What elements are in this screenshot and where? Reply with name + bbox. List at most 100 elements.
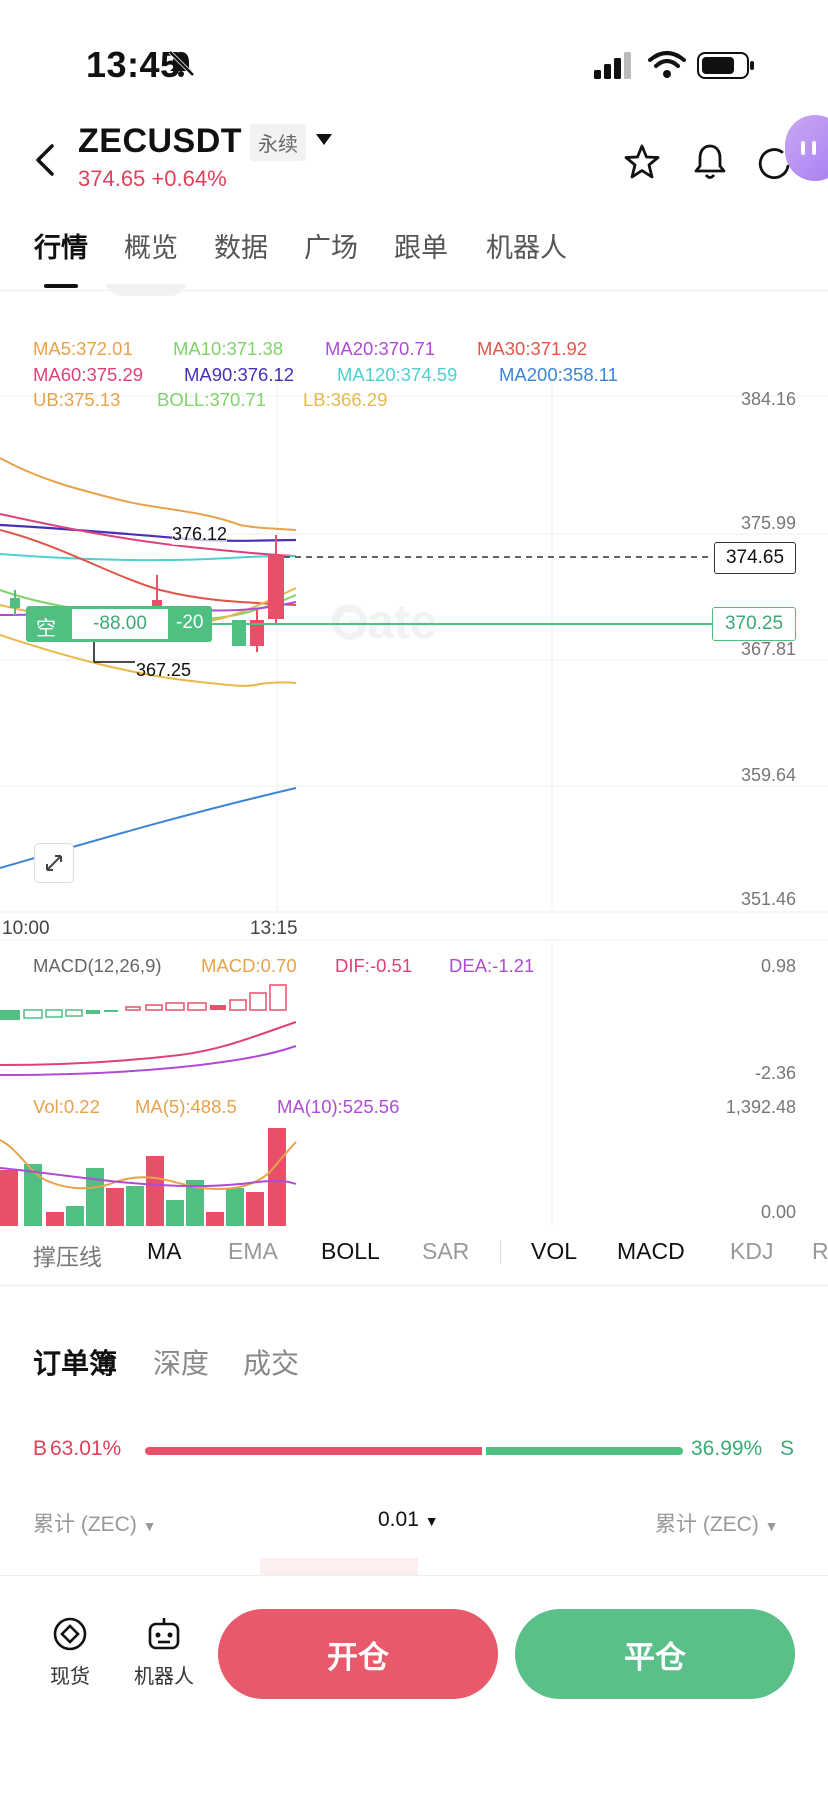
tab-support-resistance[interactable]: 撑压线: [33, 1244, 102, 1270]
main-tabs: 行情 概览 数据 广场 跟单 机器人: [0, 226, 828, 286]
dif-value: DIF:-0.51: [335, 955, 413, 976]
tab-macd[interactable]: MACD: [617, 1238, 685, 1264]
tab-data[interactable]: 数据: [214, 233, 268, 263]
tab-ma[interactable]: MA: [147, 1238, 182, 1264]
tab-square[interactable]: 广场: [304, 233, 358, 263]
bot-nav-item[interactable]: 机器人: [124, 1614, 204, 1689]
y-axis-1: 384.16: [740, 389, 796, 409]
candles: [10, 535, 284, 662]
kline-chart[interactable]: Gate: [0, 290, 828, 1230]
tab-kdj[interactable]: KDJ: [730, 1238, 774, 1264]
low-marker: 367.25: [136, 660, 192, 680]
caret-down-icon: ▼: [764, 1518, 779, 1534]
boll-label: BOLL:370.71: [157, 389, 267, 410]
tab-ema[interactable]: EMA: [228, 1238, 278, 1264]
buy-prefix: B: [33, 1437, 48, 1460]
ma30-label: MA30:371.92: [477, 338, 588, 359]
bell-muted-icon: [168, 50, 195, 77]
macd-y-bottom: -2.36: [754, 1063, 796, 1083]
vol-ma10: MA(10):525.56: [277, 1096, 400, 1117]
y-axis-4: 359.64: [740, 765, 796, 785]
cumulative-right-label: 累计 (ZEC): [655, 1513, 759, 1536]
buy-ratio: 63.01%: [50, 1437, 122, 1460]
ratio-bar: [145, 1447, 683, 1455]
current-price-tag: 374.65: [714, 542, 796, 574]
position-pnl: -88.00: [72, 609, 168, 639]
spot-icon: [53, 1617, 87, 1651]
ma60-label: MA60:375.29: [33, 364, 144, 385]
y-axis-3: 367.81: [740, 639, 796, 659]
symbol-title[interactable]: ZECUSDT: [78, 122, 243, 160]
ma120-label: MA120:374.59: [337, 364, 458, 385]
buy-sell-ratio: B 63.01% 36.99% S: [0, 1437, 828, 1467]
ma10-label: MA10:371.38: [173, 338, 284, 359]
robot-icon: [148, 1618, 180, 1650]
tab-vol[interactable]: VOL: [531, 1238, 578, 1264]
caret-down-icon: ▼: [424, 1513, 439, 1529]
caret-down-icon: ▼: [142, 1518, 157, 1534]
tab-overview[interactable]: 概览: [124, 233, 178, 263]
tab-more-r[interactable]: R: [812, 1238, 828, 1264]
cumulative-left-select[interactable]: 累计 (ZEC) ▼: [33, 1508, 157, 1538]
vol-ma5: MA(5):488.5: [135, 1096, 237, 1117]
caret-down-icon[interactable]: [314, 132, 334, 148]
indicator-tabs: 撑压线 MA EMA BOLL SAR VOL MACD KDJ R: [0, 1238, 828, 1274]
tab-divider: [500, 1240, 501, 1264]
cumulative-left-label: 累计 (ZEC): [33, 1513, 137, 1536]
tab-market[interactable]: 行情: [34, 233, 88, 263]
macd-title: MACD(12,26,9): [33, 955, 162, 976]
volume-bars: [0, 1128, 297, 1226]
ub-label: UB:375.13: [33, 389, 121, 410]
tab-depth[interactable]: 深度: [153, 1348, 210, 1379]
y-axis-2: 375.99: [740, 513, 796, 533]
ma20-label: MA20:370.71: [325, 338, 436, 359]
macd-value: MACD:0.70: [201, 955, 297, 976]
tab-trades[interactable]: 成交: [243, 1348, 300, 1379]
sell-suffix: S: [780, 1437, 795, 1460]
share-icon[interactable]: [756, 142, 792, 182]
price-change: 374.65 +0.64%: [78, 166, 227, 191]
star-icon[interactable]: [622, 142, 662, 182]
precision-select[interactable]: 0.01 ▼: [378, 1508, 439, 1532]
macd-histogram: [0, 984, 297, 1076]
tab-boll[interactable]: BOLL: [321, 1238, 380, 1264]
ma90-label: MA90:376.12: [184, 364, 295, 385]
wifi-icon: [648, 51, 686, 78]
battery-icon: [697, 52, 754, 79]
bottom-action-bar: 现货 机器人 开仓 平仓: [0, 1575, 828, 1802]
perpetual-badge: 永续: [250, 124, 306, 161]
tab-sar[interactable]: SAR: [422, 1238, 470, 1264]
high-marker: 376.12: [172, 524, 228, 545]
floating-assistant-button[interactable]: [785, 115, 828, 181]
tab-orderbook[interactable]: 订单簿: [33, 1348, 118, 1379]
x-axis-start: 10:00: [2, 918, 50, 939]
ma200-label: MA200:358.11: [499, 364, 618, 385]
bot-label: 机器人: [134, 1666, 194, 1688]
spot-label: 现货: [50, 1666, 90, 1688]
ma5-label: MA5:372.01: [33, 338, 133, 359]
vol-y-top: 1,392.48: [725, 1097, 796, 1117]
dea-value: DEA:-1.21: [449, 955, 535, 976]
orderbook-depth-bar: [260, 1558, 418, 1575]
tab-copy-trade[interactable]: 跟单: [394, 233, 448, 263]
precision-label: 0.01: [378, 1508, 419, 1531]
expand-chart-icon[interactable]: [34, 843, 74, 883]
open-position-button[interactable]: 开仓: [218, 1609, 498, 1699]
sell-ratio: 36.99%: [691, 1437, 763, 1460]
ma-row-1: MA5:372.01 MA10:371.38 MA20:370.71 MA30:…: [33, 338, 587, 360]
tab-bot[interactable]: 机器人: [486, 233, 567, 263]
vol-y-bottom: 0.00: [760, 1202, 796, 1222]
spot-nav-item[interactable]: 现货: [30, 1614, 110, 1689]
signal-icon: [594, 52, 631, 79]
bell-icon[interactable]: [690, 140, 730, 184]
ratio-bar-sell: [486, 1447, 683, 1455]
close-position-button[interactable]: 平仓: [515, 1609, 795, 1699]
lb-label: LB:366.29: [303, 389, 388, 410]
y-axis-5: 351.46: [740, 889, 796, 909]
tab-underline: [44, 284, 78, 288]
short-position-tag[interactable]: 空 -88.00 -20: [26, 606, 212, 642]
ma-row-2: MA60:375.29 MA90:376.12 MA120:374.59 MA2…: [33, 364, 618, 386]
cumulative-right-select[interactable]: 累计 (ZEC) ▼: [655, 1508, 779, 1538]
back-icon[interactable]: [32, 142, 60, 178]
status-time: 13:45: [86, 44, 181, 85]
